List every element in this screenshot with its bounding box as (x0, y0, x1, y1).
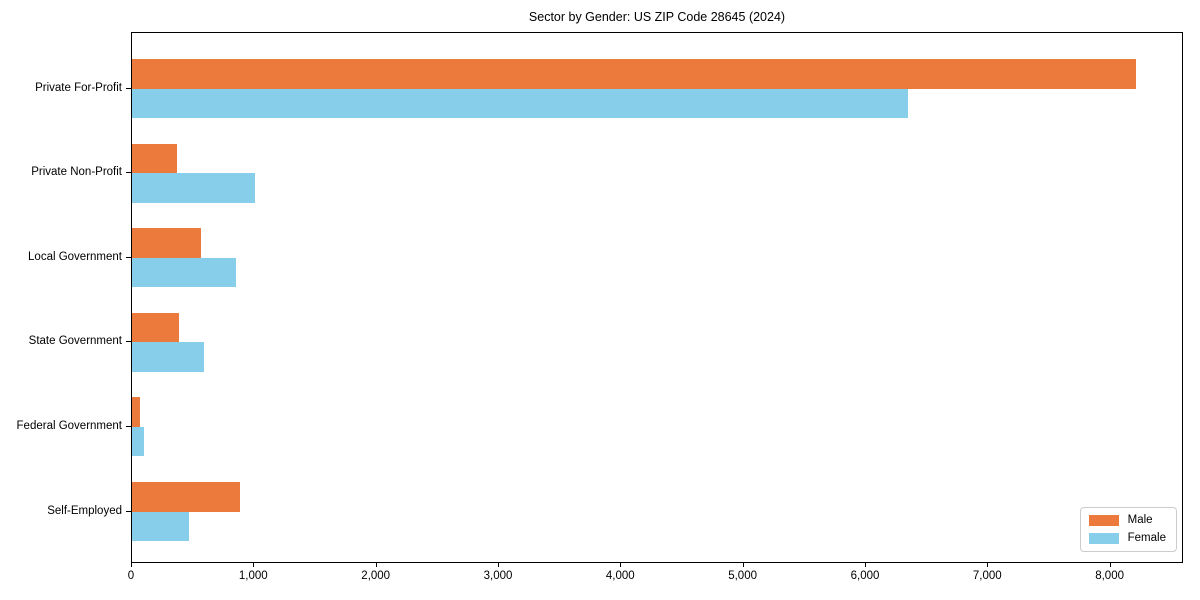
x-tick-mark (1109, 563, 1111, 567)
x-tick-label: 5,000 (728, 570, 757, 582)
chart-title: Sector by Gender: US ZIP Code 28645 (202… (528, 10, 786, 24)
legend-item-female: Female (1088, 532, 1166, 545)
bar-male-private-for-profit (132, 59, 1137, 89)
bar-female-federal-government (132, 426, 145, 457)
legend: Male Female (1079, 507, 1177, 552)
y-tick-mark (126, 510, 131, 512)
x-tick-mark (865, 563, 866, 567)
x-tick-label: 0 (127, 570, 135, 582)
bar-female-private-non-profit (132, 173, 255, 203)
x-tick-label: 7,000 (972, 570, 1002, 582)
bar-male-self-employed (132, 482, 240, 512)
x-tick-mark (375, 563, 377, 567)
y-tick-mark (126, 87, 131, 89)
x-tick-label: 6,000 (850, 570, 880, 582)
x-tick-mark (131, 563, 132, 567)
legend-item-male: Male (1088, 514, 1166, 527)
category-label: Private Non-Profit (31, 166, 122, 179)
x-tick-label: 1,000 (238, 570, 268, 582)
bar-male-private-non-profit (132, 143, 178, 174)
y-tick-mark (126, 172, 131, 174)
bar-male-state-government (132, 312, 179, 343)
legend-label: Female (1127, 532, 1166, 544)
y-tick-mark (126, 256, 131, 258)
category-label: Private For-Profit (35, 81, 122, 94)
x-tick-label: 2,000 (361, 570, 391, 582)
category-label: Federal Government (16, 419, 122, 432)
legend-swatch-male-icon (1088, 515, 1119, 526)
x-tick-mark (498, 563, 499, 567)
y-tick-mark (126, 425, 131, 427)
category-label: State Government (28, 335, 122, 348)
x-tick-label: 3,000 (483, 570, 513, 582)
x-tick-label: 4,000 (605, 570, 635, 582)
x-tick-mark (253, 563, 255, 567)
bar-female-state-government (132, 342, 204, 372)
legend-swatch-female-icon (1088, 533, 1119, 544)
bar-female-self-employed (132, 511, 189, 541)
x-tick-mark (620, 563, 622, 567)
bar-female-local-government (132, 257, 236, 288)
plot-area: Male Female (131, 32, 1183, 563)
bar-female-private-for-profit (132, 88, 908, 118)
category-label: Local Government (28, 250, 122, 263)
x-tick-label: 8,000 (1095, 570, 1124, 582)
legend-label: Male (1127, 514, 1153, 526)
bar-male-federal-government (132, 397, 140, 427)
bar-male-local-government (132, 228, 202, 258)
x-tick-mark (742, 563, 744, 567)
category-label: Self-Employed (47, 504, 122, 517)
y-tick-mark (126, 341, 131, 343)
x-tick-mark (987, 563, 989, 567)
